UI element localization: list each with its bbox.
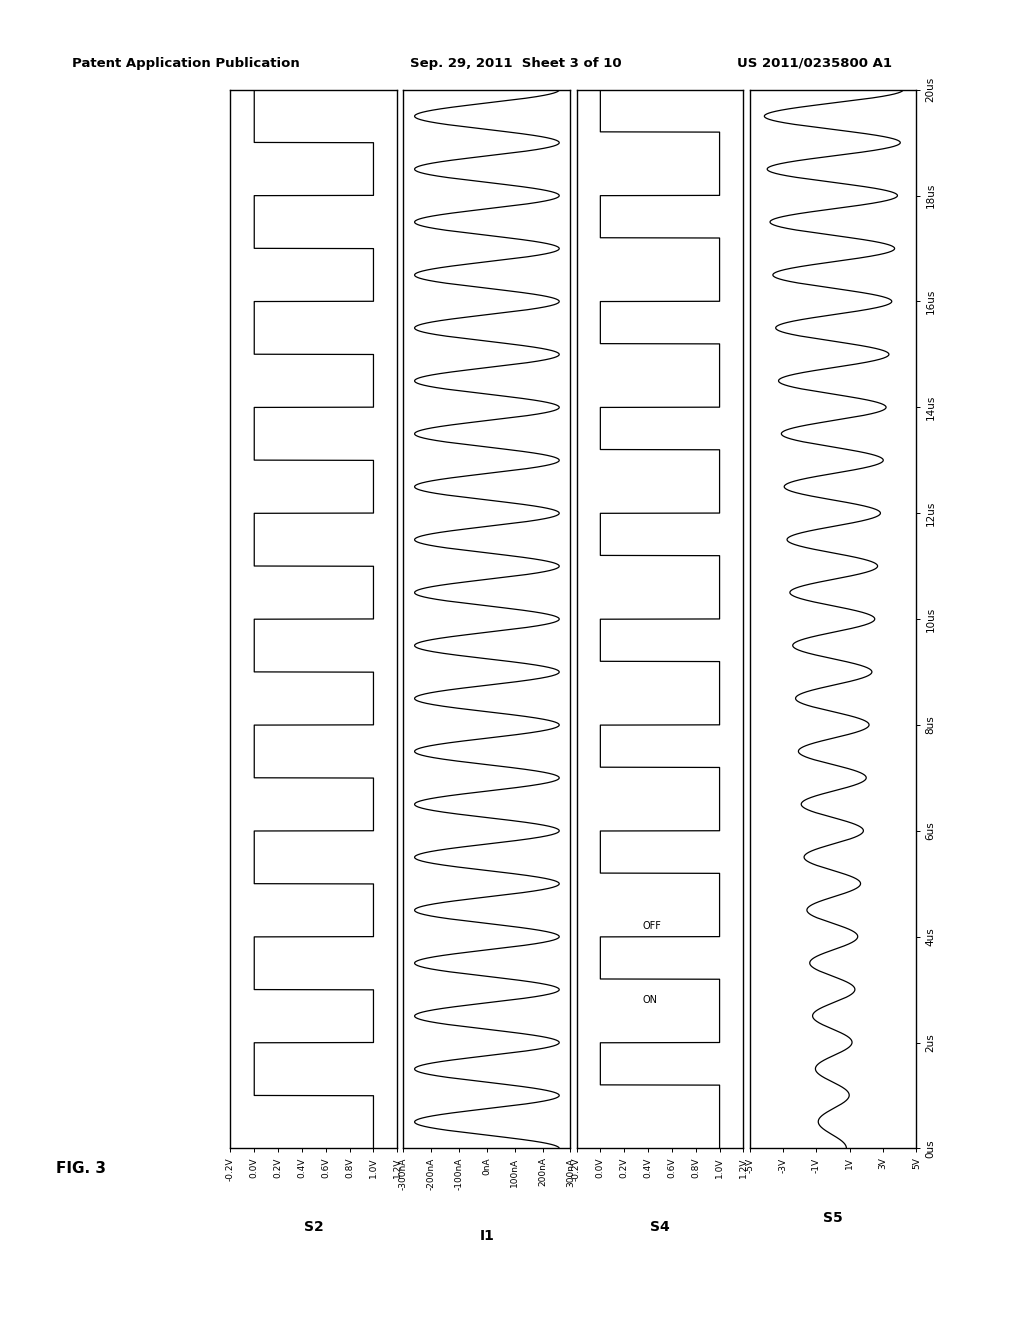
Text: US 2011/0235800 A1: US 2011/0235800 A1 (737, 57, 892, 70)
Text: Sep. 29, 2011  Sheet 3 of 10: Sep. 29, 2011 Sheet 3 of 10 (410, 57, 622, 70)
Text: FIG. 3: FIG. 3 (56, 1160, 106, 1176)
Text: Patent Application Publication: Patent Application Publication (72, 57, 299, 70)
Text: ON: ON (642, 995, 657, 1006)
X-axis label: S5: S5 (823, 1212, 843, 1225)
Text: OFF: OFF (642, 921, 660, 931)
X-axis label: S2: S2 (304, 1220, 324, 1234)
X-axis label: I1: I1 (479, 1229, 495, 1242)
X-axis label: S4: S4 (650, 1220, 670, 1234)
